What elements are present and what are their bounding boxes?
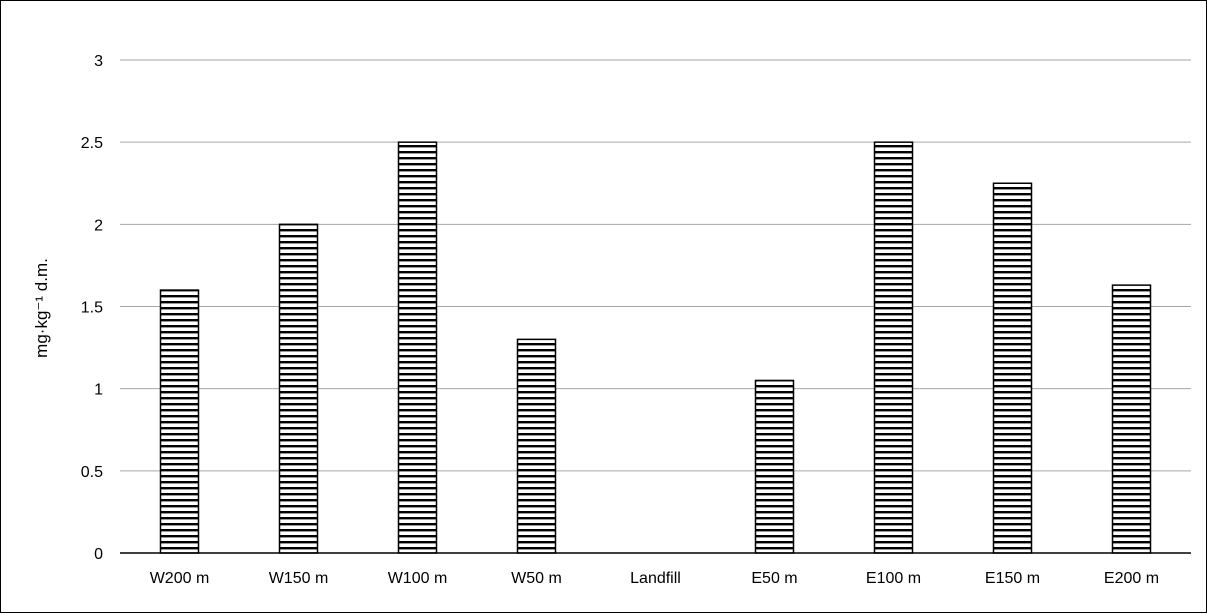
y-axis-title: mg·kg⁻¹ d.m. — [32, 258, 51, 358]
y-tick-label: 1 — [94, 382, 103, 399]
y-tick-label: 1.5 — [81, 300, 103, 317]
x-tick-label: W150 m — [269, 570, 329, 587]
bar — [992, 182, 1033, 554]
bar — [516, 338, 557, 554]
bar — [278, 223, 319, 554]
bar — [159, 289, 200, 554]
y-tick-label: 2 — [94, 217, 103, 234]
bar — [397, 141, 438, 554]
bars — [159, 141, 1152, 554]
x-tick-label: Landfill — [630, 570, 681, 587]
y-tick-label: 0.5 — [81, 464, 103, 481]
y-tick-labels: 0 0.5 1 1.5 2 2.5 3 — [81, 53, 103, 563]
bar — [1111, 284, 1152, 554]
x-tick-label: E100 m — [866, 570, 921, 587]
x-tick-label: E150 m — [985, 570, 1040, 587]
x-tick-label: W50 m — [511, 570, 562, 587]
bar — [873, 141, 914, 554]
y-tick-label: 2.5 — [81, 135, 103, 152]
y-tick-label: 3 — [94, 53, 103, 70]
x-tick-label: E200 m — [1104, 570, 1159, 587]
x-tick-labels: W200 m W150 m W100 m W50 m Landfill E50 m E100… — [150, 570, 1159, 587]
y-tick-label: 0 — [94, 546, 103, 563]
x-tick-label: E50 m — [751, 570, 797, 587]
x-tick-label: W100 m — [388, 570, 448, 587]
x-tick-label: W200 m — [150, 570, 210, 587]
bar — [754, 379, 795, 554]
